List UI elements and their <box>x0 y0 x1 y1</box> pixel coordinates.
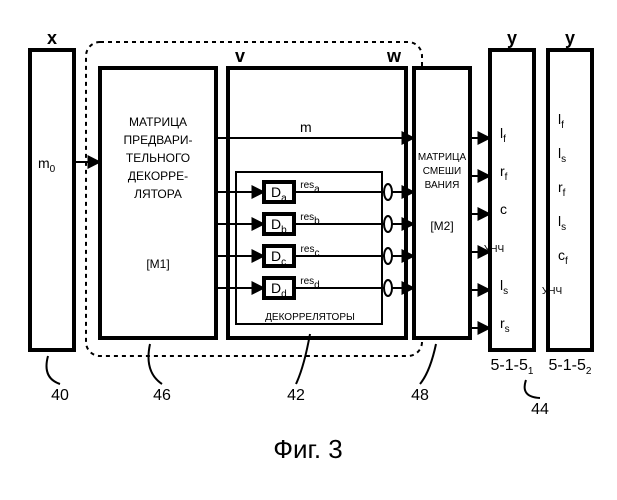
decorrelators-group-label: ДЕКОРРЕЛЯТОРЫ <box>265 312 355 323</box>
figure-caption: Фиг. 3 <box>273 434 343 464</box>
tspan-shape: f <box>565 256 568 267</box>
m1-label-line: МАТРИЦА <box>129 115 187 129</box>
m-signal-label: m <box>300 119 312 135</box>
out-2-sig-5: УНЧ <box>542 286 562 297</box>
m1-label-line: ЛЯТОРА <box>134 187 182 201</box>
m2-tag: [M2] <box>430 219 453 233</box>
callout-leader-48 <box>420 344 436 384</box>
tspan-shape: f <box>563 188 566 199</box>
callout-leader-40 <box>47 356 61 384</box>
output-vector-box-2 <box>548 50 592 350</box>
callout-leader-46 <box>149 344 163 384</box>
output-vector-box-1 <box>490 50 534 350</box>
tspan-shape: 2 <box>586 366 592 377</box>
m1-tag: [M1] <box>146 257 169 271</box>
m1-label-line: ДЕКОРРЕ- <box>128 169 188 183</box>
output-header-2: y <box>565 28 575 48</box>
callout-42: 42 <box>287 387 305 404</box>
output-tag-2: 5-1-52 <box>549 357 592 377</box>
tspan-shape: s <box>503 286 508 297</box>
tspan-shape: s <box>561 222 566 233</box>
m2-label-line: МАТРИЦА <box>418 152 467 163</box>
v-header: v <box>235 46 245 66</box>
output-tag-1: 5-1-51 <box>491 357 534 377</box>
mix-matrix-box <box>414 68 470 338</box>
tspan-shape: c <box>281 257 286 268</box>
input-vector-box <box>30 50 74 350</box>
callout-leader-42 <box>296 334 310 384</box>
tspan-shape: f <box>505 172 508 183</box>
callout-44: 44 <box>531 401 549 418</box>
tspan-shape: b <box>314 216 320 227</box>
tspan-shape: d <box>314 280 320 291</box>
out-1-sig-3: УНЧ <box>484 244 504 255</box>
callout-48: 48 <box>411 387 429 404</box>
tspan-shape: c <box>314 248 319 259</box>
m2-label-line: СМЕШИ <box>423 166 461 177</box>
m1-label-line: ТЕЛЬНОГО <box>126 151 190 165</box>
w-header: w <box>386 46 402 66</box>
output-header-1: y <box>507 28 517 48</box>
m2-label-line: ВАНИЯ <box>425 180 460 191</box>
vw-box <box>228 68 406 338</box>
tspan-shape: b <box>281 225 287 236</box>
m1-label-line: ПРЕДВАРИ- <box>124 133 193 147</box>
callout-46: 46 <box>153 387 171 404</box>
pre-decorrelator-matrix-box <box>100 68 216 338</box>
tspan-shape: s <box>505 324 510 335</box>
tspan-shape: s <box>561 154 566 165</box>
out-1-sig-2: c <box>500 201 507 217</box>
tspan-shape: d <box>281 289 287 300</box>
tspan-shape: a <box>314 184 320 195</box>
callout-leader-44 <box>525 380 540 398</box>
tspan-shape: 0 <box>50 164 56 175</box>
tspan-shape: f <box>503 134 506 145</box>
input-header: x <box>47 28 57 48</box>
tspan-shape: a <box>281 193 287 204</box>
tspan-shape: f <box>561 120 564 131</box>
tspan-shape: 1 <box>528 366 534 377</box>
callout-40: 40 <box>51 387 69 404</box>
